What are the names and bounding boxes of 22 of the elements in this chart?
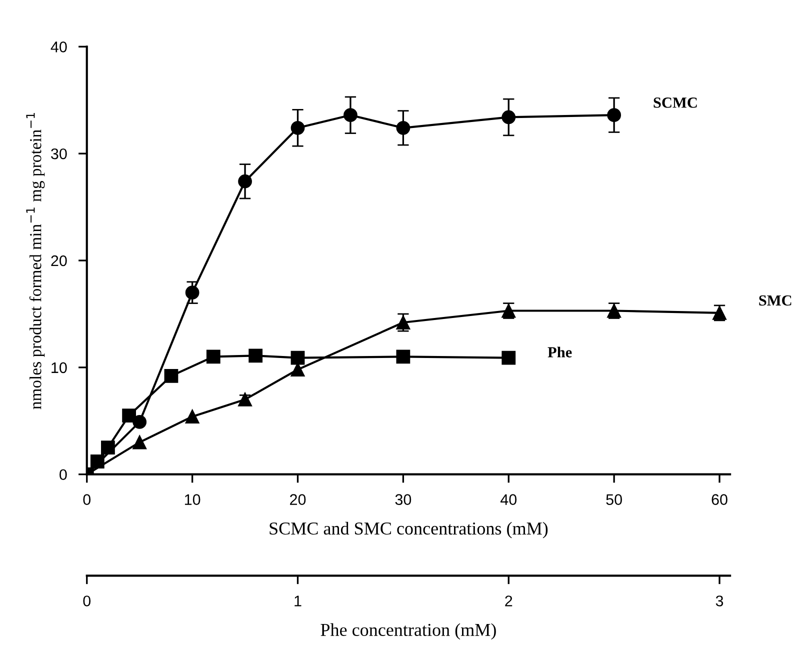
x-axis-title: SCMC and SMC concentrations (mM) <box>270 522 548 538</box>
x-tick-label: 20 <box>290 494 306 505</box>
text: SCMC <box>654 98 697 108</box>
text: Phe <box>548 346 572 358</box>
y-tick-label: 40 <box>50 42 67 52</box>
x-tick-label: 60 <box>712 494 728 505</box>
y-tick-label: 10 <box>52 362 67 374</box>
x2-axis-title: Phe concentration (mM) <box>320 623 496 640</box>
y-tick-label: 30 <box>51 148 67 160</box>
x2-tick-label: 1 <box>294 596 302 606</box>
x-tick-label: 50 <box>606 494 622 505</box>
x2-tick-label: 0 <box>83 596 91 606</box>
x-tick-label: 0 <box>83 494 91 505</box>
x-tick-label: 10 <box>184 494 200 505</box>
y-axis-title: nmoles product formed min$^{−1}$ mg protein$^{−1}$ <box>26 113 45 410</box>
y-tick-label: 20 <box>51 255 67 266</box>
x2-tick-label: 2 <box>505 596 512 606</box>
y-tick-label: 0 <box>60 469 67 480</box>
text: SMC <box>759 295 792 306</box>
x-tick-label: 40 <box>500 494 517 505</box>
x-tick-label: 30 <box>395 494 412 505</box>
x2-tick-label: 3 <box>716 596 724 606</box>
